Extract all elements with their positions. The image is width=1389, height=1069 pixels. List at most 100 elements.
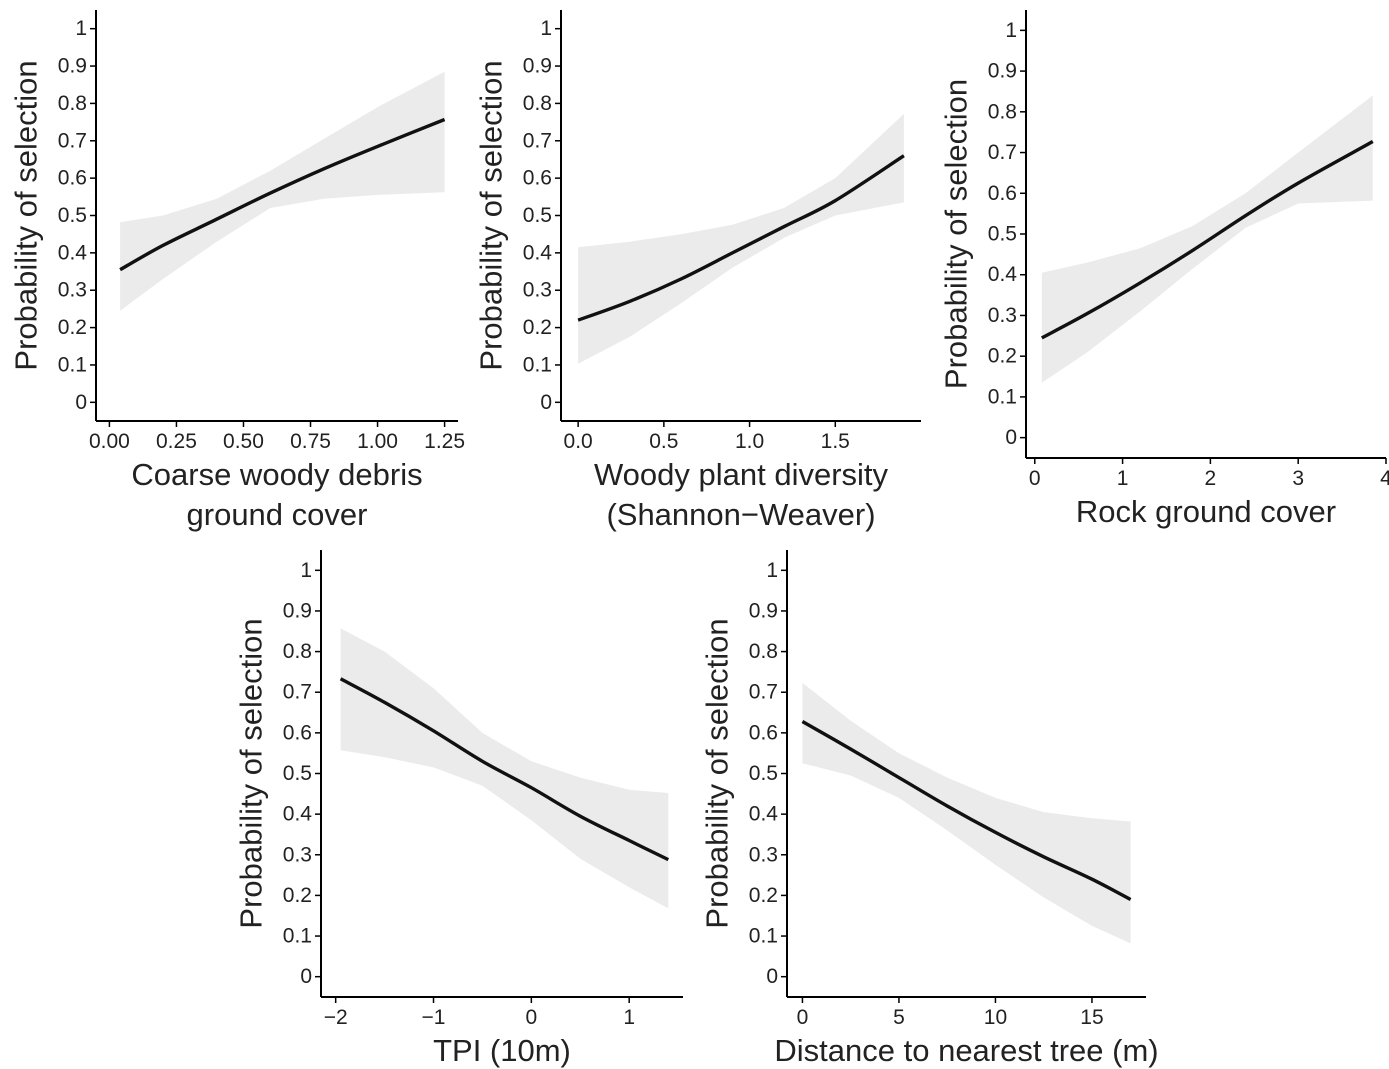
x-tick-label: 0.0 [564, 430, 593, 453]
x-tick-label: 0.00 [89, 430, 130, 453]
y-tick-label: 0.6 [749, 721, 778, 744]
x-tick-label: 2 [1205, 467, 1217, 490]
y-tick-label: 0.7 [523, 129, 552, 152]
x-tick-label: 4 [1380, 467, 1389, 490]
y-tick-label: 0.3 [283, 843, 312, 866]
y-tick-label: 0.5 [749, 762, 778, 785]
y-tick-label: 0.5 [58, 204, 87, 227]
x-tick-label: 0.75 [290, 430, 331, 453]
y-tick-label: 0.4 [749, 803, 779, 826]
confidence-band [802, 682, 1131, 944]
panel-5: 00.10.20.30.40.50.60.70.80.910 5 10 15Dista… [700, 550, 1159, 1068]
y-tick-label: 0.8 [988, 100, 1017, 123]
y-tick-label: 0.1 [749, 925, 778, 948]
y-tick-label: 0 [1005, 426, 1017, 449]
y-tick-label: 0.5 [988, 223, 1017, 246]
y-tick-label: 0 [75, 391, 87, 414]
y-tick-label: 1 [766, 559, 778, 582]
y-tick-label: 0 [766, 965, 778, 988]
y-tick-label: 0 [540, 391, 552, 414]
y-tick-label: 0.3 [523, 279, 552, 302]
y-tick-label: 1 [75, 17, 87, 40]
y-tick-label: 0.9 [283, 599, 312, 622]
x-axis-title-line: Distance to nearest tree (m) [774, 1033, 1158, 1068]
y-tick-label: 0.1 [58, 353, 87, 376]
x-tick-label: 0.50 [223, 430, 264, 453]
y-tick-label: 0.2 [523, 316, 552, 339]
fitted-line [339, 677, 670, 862]
fitted-line [577, 154, 905, 322]
y-tick-label: 0.7 [749, 681, 778, 704]
x-tick-label: 1.00 [357, 430, 398, 453]
y-tick-label: 1 [540, 17, 552, 40]
y-axis-title: Probability of selection [234, 618, 269, 928]
x-tick-label: 3 [1292, 467, 1304, 490]
x-tick-label: 0.5 [649, 430, 678, 453]
y-tick-label: 0.3 [58, 279, 87, 302]
x-tick-label: 1 [623, 1006, 635, 1029]
x-axis-title-line: (Shannon−Weaver) [606, 497, 875, 532]
x-tick-label: 1.0 [735, 430, 764, 453]
y-tick-label: 1 [1005, 19, 1017, 42]
x-axis-title-line: TPI (10m) [433, 1033, 571, 1068]
y-tick-label: 0.4 [523, 241, 553, 264]
panel-4: 0 0.1 0.2 0.3 0.4 0.5 0.6 0.7 0.8 0.9 1 −2 −1 0 1 TPI (… [234, 550, 683, 1068]
confidence-band [340, 628, 669, 909]
y-axis-title: Probability of selection [700, 618, 735, 928]
y-tick-label: 0.2 [749, 884, 778, 907]
y-tick-label: 0.1 [988, 385, 1017, 408]
y-tick-label: 0 [300, 965, 312, 988]
x-axis-title-line: Coarse woody debris [131, 457, 422, 492]
y-tick-label: 0.9 [749, 599, 778, 622]
y-tick-label: 0.4 [58, 241, 88, 264]
x-tick-label: 1 [1117, 467, 1129, 490]
y-axis-title: Probability of selection [9, 60, 44, 370]
y-tick-label: 0.2 [283, 884, 312, 907]
y-tick-label: 0.6 [58, 167, 87, 190]
y-tick-label: 0.7 [58, 129, 87, 152]
x-tick-label: 5 [893, 1006, 905, 1029]
x-tick-label: 0 [1029, 467, 1041, 490]
y-axis-title: Probability of selection [939, 79, 974, 389]
y-tick-label: 0.2 [58, 316, 87, 339]
y-tick-label: 0.6 [988, 182, 1017, 205]
y-tick-label: 0.1 [283, 925, 312, 948]
y-tick-label: 0.2 [988, 345, 1017, 368]
y-tick-label: 0.7 [283, 681, 312, 704]
fitted-line [801, 720, 1132, 902]
panel-1: 0 0.1 0.2 0.3 0.4 0.5 0.6 0.7 0.8 0.9 1 0.00 0.25 0.5… [9, 10, 465, 532]
x-axis-title: Coarse woody debris ground cover [131, 457, 422, 532]
y-tick-label: 0.4 [988, 263, 1018, 286]
y-tick-label: 0.3 [749, 843, 778, 866]
y-tick-label: 0.4 [283, 803, 313, 826]
fitted-line [1040, 140, 1374, 340]
y-tick-label: 0.8 [749, 640, 778, 663]
x-tick-label: −1 [422, 1006, 446, 1029]
x-tick-label: 0 [526, 1006, 538, 1029]
x-tick-label: 0.25 [156, 430, 197, 453]
x-axis-title-line: Rock ground cover [1076, 494, 1336, 529]
panel-2: 0 0.1 0.2 0.3 0.4 0.5 0.6 0.7 0.8 0.9 1 0.0 0.5 1.0 1.… [474, 10, 921, 532]
y-tick-label: 0.8 [58, 92, 87, 115]
y-tick-label: 0.8 [523, 92, 552, 115]
y-tick-label: 0.9 [523, 55, 552, 78]
x-axis-title: Woody plant diversity (Shannon−Weaver) [594, 457, 889, 532]
y-tick-label: 1 [300, 559, 312, 582]
x-tick-label: 1.5 [821, 430, 850, 453]
x-tick-label: 10 [984, 1006, 1007, 1029]
x-axis-title: Rock ground cover [1076, 494, 1336, 529]
y-tick-label: 0.1 [523, 353, 552, 376]
fitted-line [119, 117, 446, 272]
y-tick-label: 0.6 [283, 721, 312, 744]
x-axis-title-line: ground cover [187, 497, 368, 532]
x-tick-label: 0 [797, 1006, 809, 1029]
y-tick-label: 0.5 [523, 204, 552, 227]
x-axis-title-line: Woody plant diversity [594, 457, 889, 492]
panel-3: 0 0.1 0.2 0.3 0.4 0.5 0.6 0.7 0.8 0.9 1 0 1 2 3 4 Rock g… [939, 10, 1389, 529]
y-tick-label: 0.8 [283, 640, 312, 663]
y-axis-title: Probability of selection [474, 60, 509, 370]
x-axis-title: TPI (10m) [433, 1033, 571, 1068]
y-tick-label: 0.3 [988, 304, 1017, 327]
y-tick-label: 0.6 [523, 167, 552, 190]
x-tick-label: 15 [1080, 1006, 1103, 1029]
